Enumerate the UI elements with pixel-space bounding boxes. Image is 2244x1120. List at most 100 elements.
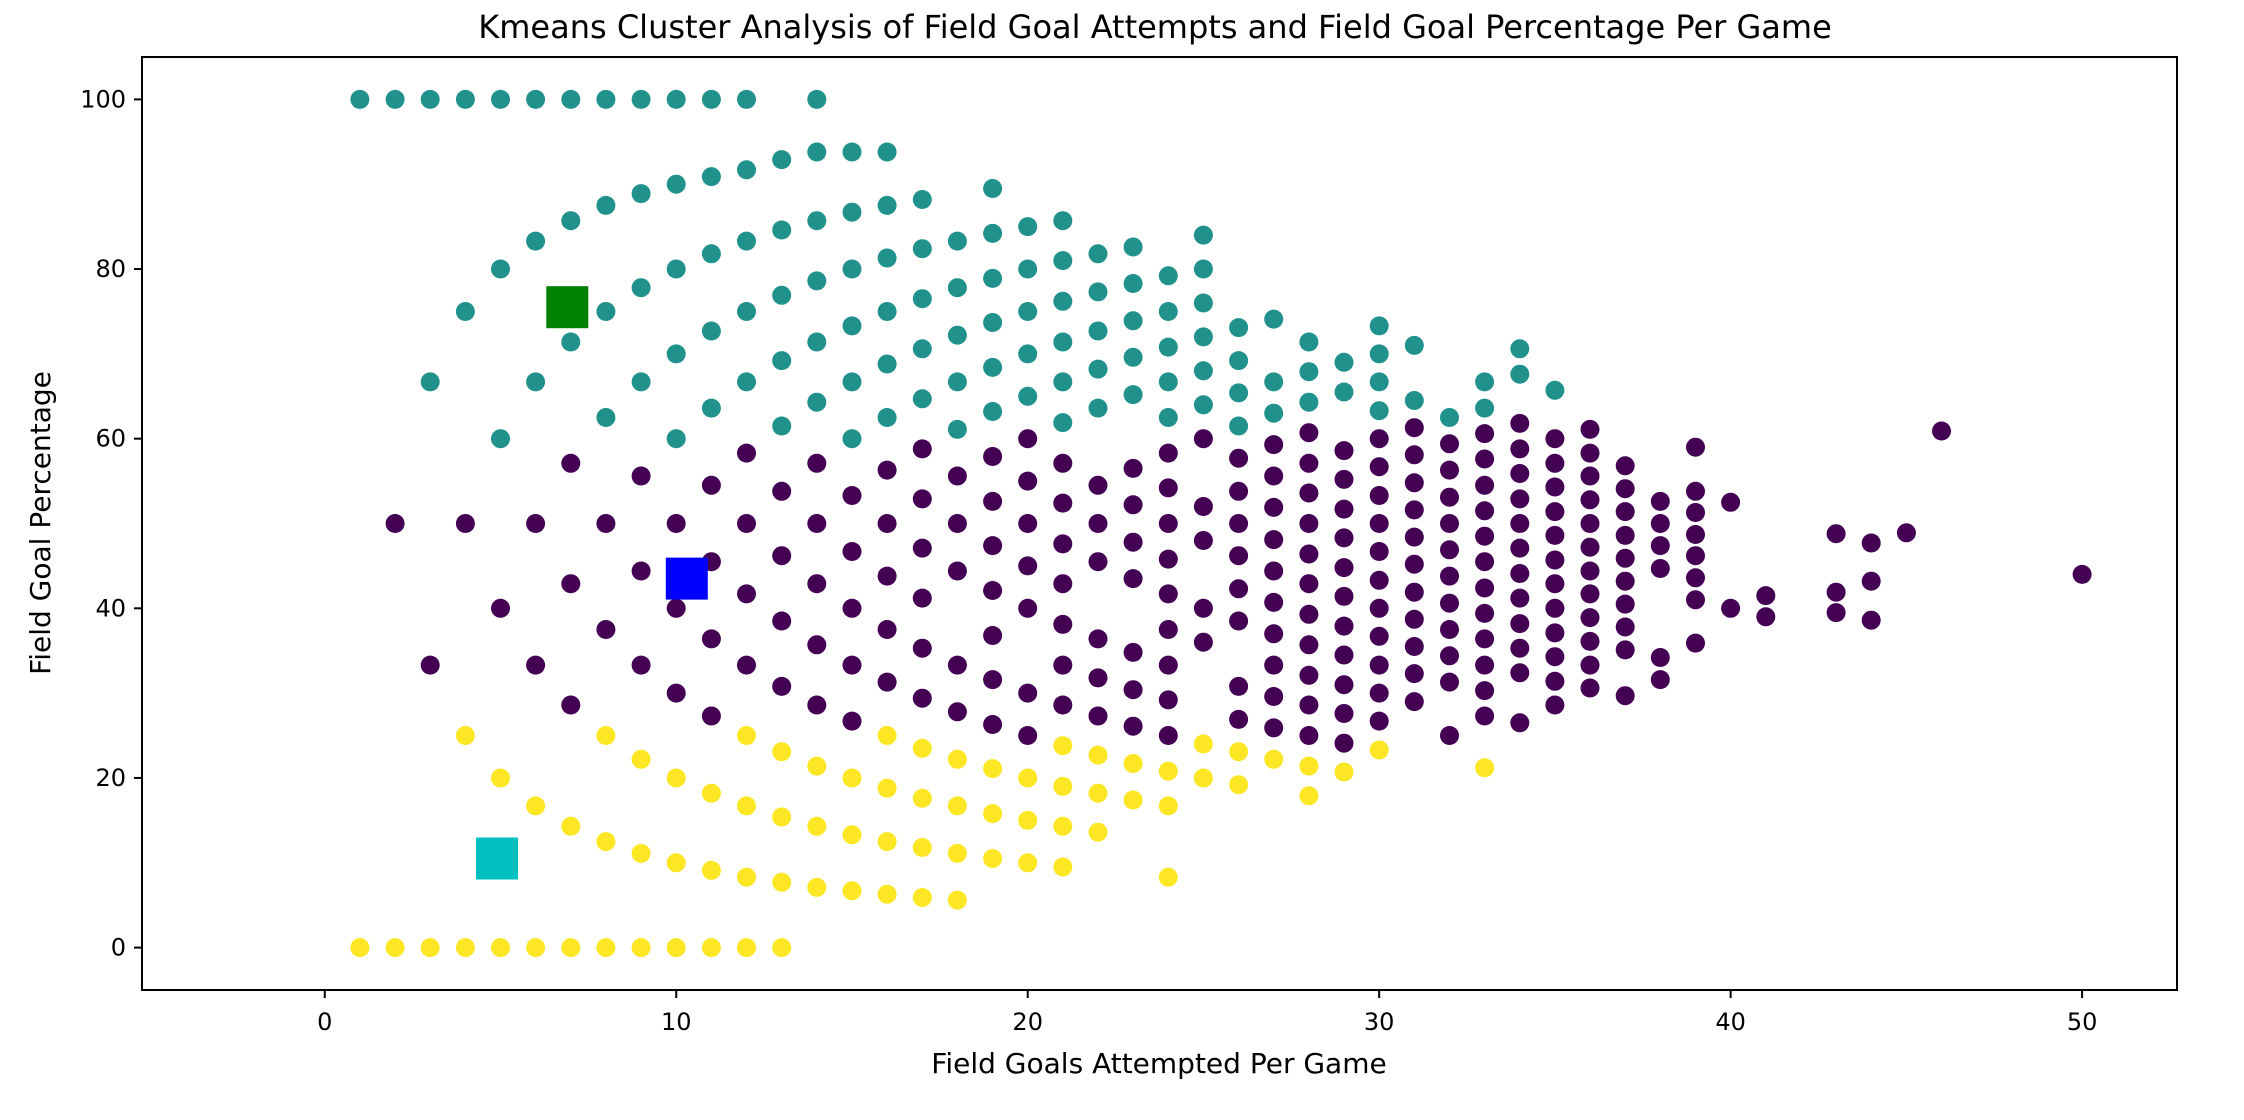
data-point-mid	[1334, 733, 1354, 753]
data-point-high	[1510, 364, 1530, 384]
data-point-high	[1018, 259, 1038, 279]
data-point-high	[1053, 413, 1073, 433]
data-point-high	[807, 89, 827, 109]
data-point-high	[912, 389, 932, 409]
data-point-low	[877, 778, 897, 798]
data-point-mid	[1686, 525, 1705, 544]
data-point-high	[1369, 401, 1389, 421]
data-point-low	[947, 890, 967, 910]
data-point-high	[807, 142, 827, 162]
data-point-mid	[1580, 608, 1600, 628]
data-point-mid	[1158, 620, 1178, 639]
data-point-high	[1193, 361, 1213, 381]
data-point-low	[561, 938, 581, 958]
data-point-mid	[1721, 492, 1741, 512]
x-tick-label: 20	[1012, 1008, 1043, 1036]
data-point-high	[1369, 344, 1389, 364]
data-point-high	[1299, 332, 1319, 352]
centroid-marker-low	[476, 837, 518, 880]
data-point-mid	[1686, 437, 1705, 457]
data-point-high	[701, 321, 721, 341]
data-point-mid	[1053, 574, 1073, 594]
data-point-mid	[912, 588, 932, 608]
data-point-mid	[1299, 665, 1319, 685]
data-point-low	[1369, 740, 1389, 760]
data-point-mid	[1580, 584, 1600, 604]
data-point-mid	[1756, 586, 1776, 606]
data-point-mid	[1369, 570, 1389, 590]
data-point-mid	[1264, 466, 1284, 486]
data-point-mid	[912, 439, 932, 459]
data-point-low	[983, 759, 1003, 779]
data-point-mid	[1580, 466, 1600, 486]
data-point-low	[947, 796, 967, 816]
data-point-mid	[1369, 542, 1389, 561]
data-point-mid	[1932, 421, 1951, 441]
data-point-high	[385, 89, 405, 109]
data-point-high	[807, 332, 827, 352]
data-point-mid	[1861, 533, 1881, 553]
data-point-low	[526, 796, 546, 816]
data-point-low	[1193, 768, 1213, 788]
data-point-mid	[877, 620, 897, 639]
data-point-high	[807, 392, 827, 412]
data-point-mid	[1123, 680, 1143, 700]
x-tick-label: 0	[317, 1008, 332, 1036]
data-point-high	[1229, 416, 1249, 436]
data-point-mid	[1510, 538, 1530, 558]
y-tick-label: 20	[95, 764, 126, 792]
data-point-high	[1193, 225, 1213, 245]
data-point-mid	[1369, 514, 1389, 533]
data-point-mid	[983, 670, 1003, 690]
data-point-high	[877, 142, 897, 162]
data-point-mid	[1686, 503, 1705, 522]
data-point-mid	[1018, 429, 1038, 449]
data-point-high	[491, 429, 510, 449]
data-point-high	[1404, 335, 1424, 355]
data-point-low	[877, 726, 897, 745]
data-point-high	[1018, 217, 1038, 237]
data-point-high	[1193, 327, 1213, 347]
data-point-high	[350, 89, 370, 109]
data-point-high	[631, 89, 651, 109]
data-point-mid	[1088, 668, 1108, 688]
data-point-mid	[1686, 590, 1705, 610]
data-point-high	[561, 332, 581, 352]
data-point-mid	[1229, 579, 1249, 599]
data-point-high	[1193, 395, 1213, 415]
data-point-mid	[666, 683, 686, 703]
data-point-high	[701, 167, 721, 187]
data-point-high	[1158, 302, 1178, 321]
data-point-mid	[1404, 554, 1424, 574]
data-point-high	[877, 302, 897, 321]
data-point-mid	[1123, 642, 1143, 662]
data-point-low	[701, 783, 721, 803]
data-point-high	[666, 89, 686, 109]
data-point-mid	[1299, 604, 1319, 624]
data-point-mid	[1193, 497, 1213, 516]
data-point-mid	[1545, 502, 1565, 522]
data-point-low	[1053, 857, 1073, 877]
data-point-high	[666, 259, 686, 279]
data-point-mid	[1158, 690, 1178, 710]
data-point-mid	[1475, 526, 1495, 546]
data-point-mid	[1369, 711, 1389, 731]
data-point-mid	[1615, 456, 1635, 476]
data-point-mid	[1545, 695, 1565, 715]
data-point-high	[1158, 337, 1178, 357]
data-point-high	[1053, 372, 1073, 392]
data-point-mid	[561, 453, 581, 473]
centroid-marker-mid	[665, 557, 708, 600]
data-point-low	[842, 825, 862, 845]
data-point-high	[772, 150, 792, 170]
data-point-mid	[1686, 481, 1705, 501]
data-point-high	[1475, 372, 1495, 392]
data-point-high	[877, 248, 897, 268]
data-point-mid	[1510, 464, 1530, 483]
data-point-mid	[1299, 544, 1319, 564]
data-point-mid	[947, 655, 967, 675]
data-point-mid	[1580, 678, 1600, 698]
data-point-mid	[772, 611, 792, 631]
data-point-low	[912, 888, 932, 907]
data-point-low	[772, 742, 792, 762]
